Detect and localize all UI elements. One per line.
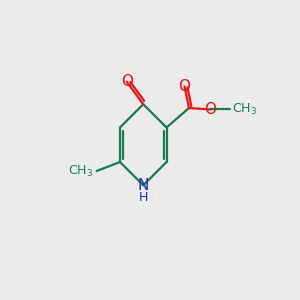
Text: N: N — [138, 178, 149, 193]
Text: O: O — [178, 79, 190, 94]
Text: H: H — [139, 191, 148, 204]
Text: CH$_3$: CH$_3$ — [68, 164, 94, 178]
Text: CH$_3$: CH$_3$ — [232, 102, 257, 117]
Text: O: O — [121, 74, 133, 89]
Text: O: O — [205, 102, 217, 117]
